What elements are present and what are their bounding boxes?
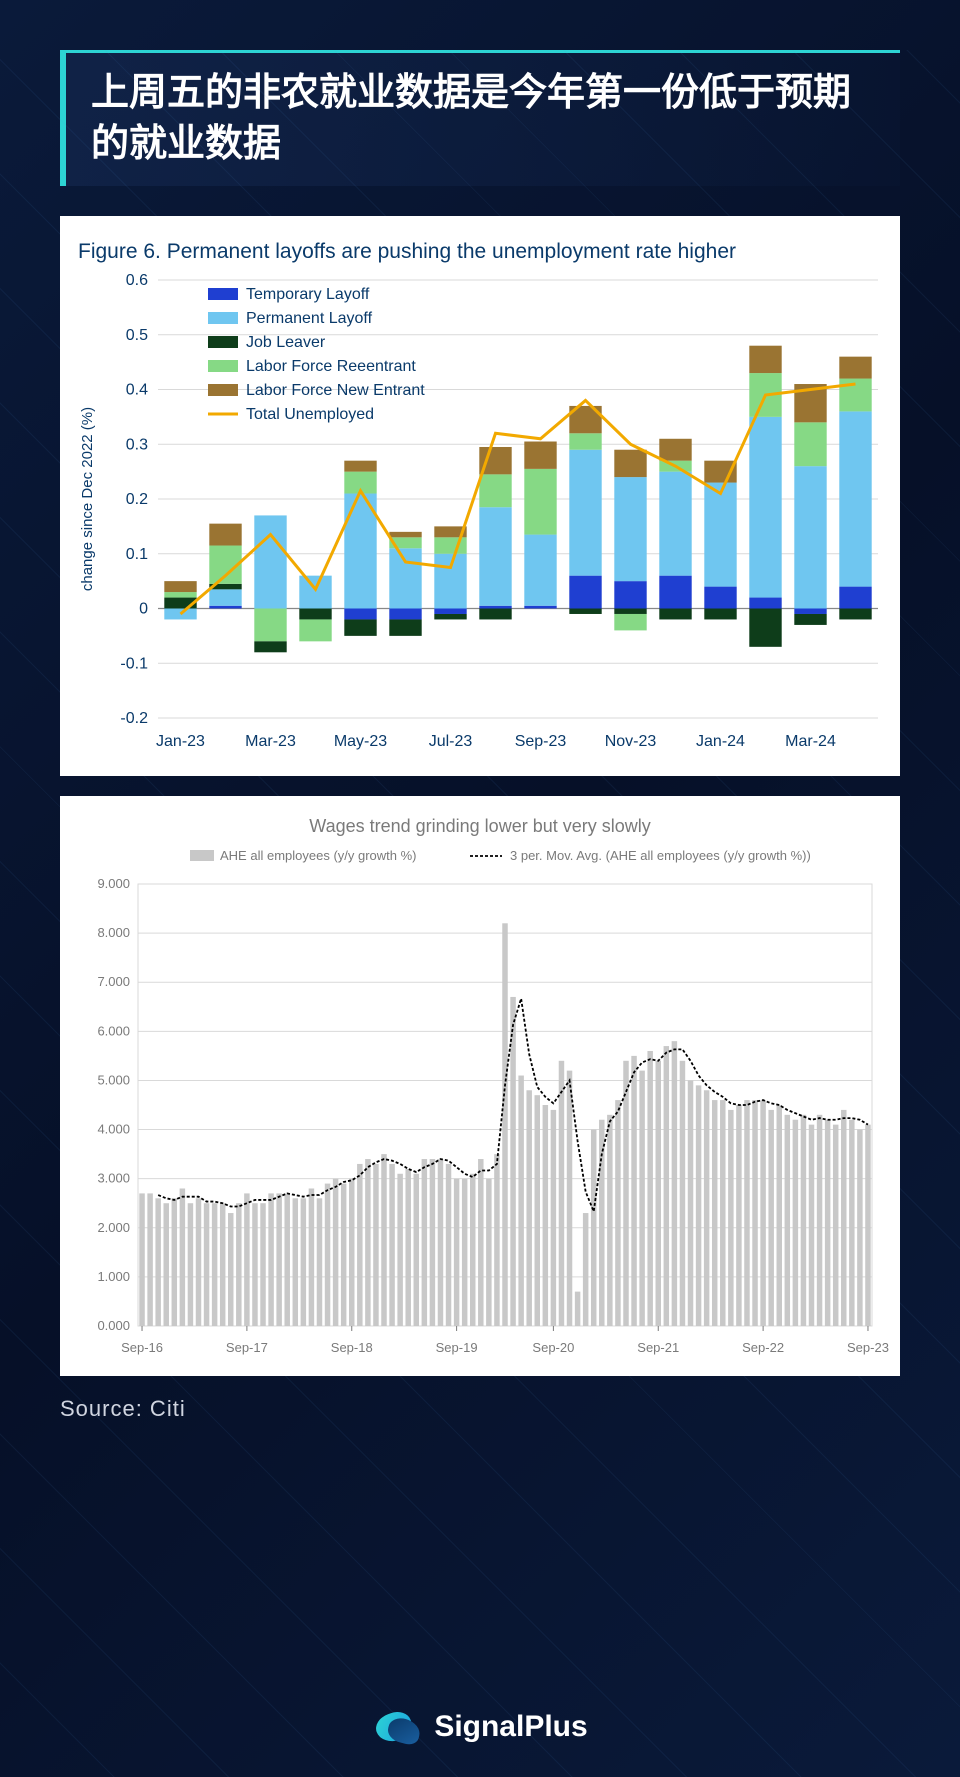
svg-text:8.000: 8.000 <box>97 925 130 940</box>
svg-text:Permanent Layoff: Permanent Layoff <box>246 310 373 327</box>
source-label: Source: Citi <box>60 1396 900 1422</box>
svg-text:Mar-23: Mar-23 <box>245 733 296 750</box>
svg-text:Sep-22: Sep-22 <box>742 1340 784 1355</box>
svg-text:Labor Force New Entrant: Labor Force New Entrant <box>246 382 425 399</box>
brand-name: SignalPlus <box>434 1710 587 1744</box>
svg-text:Mar-24: Mar-24 <box>785 733 836 750</box>
svg-text:Sep-20: Sep-20 <box>532 1340 574 1355</box>
svg-text:-0.1: -0.1 <box>120 655 148 672</box>
chart-unemployment: Figure 6. Permanent layoffs are pushing … <box>60 216 900 776</box>
chart-unemployment-svg: Figure 6. Permanent layoffs are pushing … <box>70 234 890 758</box>
svg-text:9.000: 9.000 <box>97 876 130 891</box>
chart-wages-svg: Wages trend grinding lower but very slow… <box>70 806 890 1366</box>
svg-text:7.000: 7.000 <box>97 974 130 989</box>
svg-text:3 per. Mov. Avg. (AHE all empl: 3 per. Mov. Avg. (AHE all employees (y/y… <box>510 848 811 863</box>
svg-text:0.6: 0.6 <box>126 272 148 289</box>
svg-text:2.000: 2.000 <box>97 1219 130 1234</box>
svg-text:4.000: 4.000 <box>97 1121 130 1136</box>
svg-text:Sep-16: Sep-16 <box>121 1340 163 1355</box>
svg-text:Jan-23: Jan-23 <box>156 733 205 750</box>
svg-text:Sep-21: Sep-21 <box>637 1340 679 1355</box>
svg-text:0.3: 0.3 <box>126 436 148 453</box>
svg-text:0.4: 0.4 <box>126 381 148 398</box>
svg-text:5.000: 5.000 <box>97 1072 130 1087</box>
svg-text:6.000: 6.000 <box>97 1023 130 1038</box>
svg-text:1.000: 1.000 <box>97 1268 130 1283</box>
svg-text:Wages trend grinding lower but: Wages trend grinding lower but very slow… <box>309 816 650 836</box>
svg-text:Job Leaver: Job Leaver <box>246 334 326 351</box>
svg-text:0.000: 0.000 <box>97 1318 130 1333</box>
svg-text:May-23: May-23 <box>334 733 387 750</box>
svg-text:Temporary Layoff: Temporary Layoff <box>246 286 370 303</box>
svg-text:Labor Force Reeentrant: Labor Force Reeentrant <box>246 358 416 375</box>
svg-text:Jul-23: Jul-23 <box>429 733 473 750</box>
svg-text:Sep-18: Sep-18 <box>331 1340 373 1355</box>
svg-text:AHE all employees (y/y growth: AHE all employees (y/y growth %) <box>220 848 417 863</box>
svg-text:Total Unemployed: Total Unemployed <box>246 406 374 423</box>
chart-wages: Wages trend grinding lower but very slow… <box>60 796 900 1376</box>
svg-text:0.5: 0.5 <box>126 326 148 343</box>
svg-text:Sep-23: Sep-23 <box>515 733 567 750</box>
svg-text:Nov-23: Nov-23 <box>605 733 657 750</box>
brand-logo-icon <box>372 1707 422 1747</box>
svg-text:0.1: 0.1 <box>126 545 148 562</box>
svg-text:3.000: 3.000 <box>97 1170 130 1185</box>
svg-text:Sep-23: Sep-23 <box>847 1340 889 1355</box>
svg-text:change since Dec 2022 (%): change since Dec 2022 (%) <box>79 406 96 590</box>
svg-text:Sep-17: Sep-17 <box>226 1340 268 1355</box>
footer: SignalPlus <box>0 1707 960 1747</box>
slide-title: 上周五的非农就业数据是今年第一份低于预期的就业数据 <box>91 68 880 171</box>
svg-text:Sep-19: Sep-19 <box>436 1340 478 1355</box>
svg-text:Figure 6. Permanent layoffs ar: Figure 6. Permanent layoffs are pushing … <box>78 240 736 263</box>
svg-text:Jan-24: Jan-24 <box>696 733 745 750</box>
svg-text:-0.2: -0.2 <box>120 710 148 727</box>
slide-title-box: 上周五的非农就业数据是今年第一份低于预期的就业数据 <box>60 50 900 186</box>
svg-text:0.2: 0.2 <box>126 491 148 508</box>
svg-text:0: 0 <box>139 600 148 617</box>
